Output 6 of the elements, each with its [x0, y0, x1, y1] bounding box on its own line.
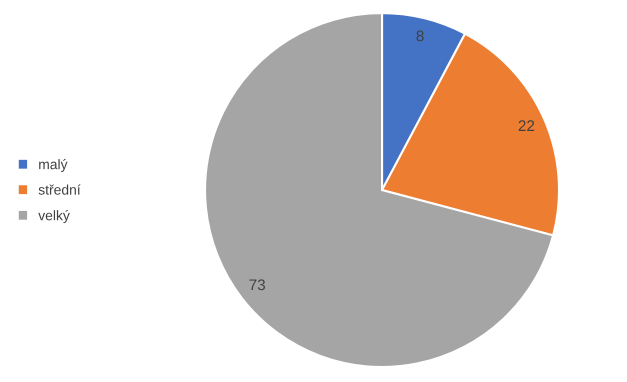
data-label: 73 — [249, 279, 265, 290]
data-label: 8 — [416, 30, 424, 42]
legend-label: střední — [38, 184, 81, 195]
legend-label: velký — [38, 210, 70, 224]
legend-label: malý — [39, 158, 68, 172]
data-label: 22 — [518, 120, 534, 131]
